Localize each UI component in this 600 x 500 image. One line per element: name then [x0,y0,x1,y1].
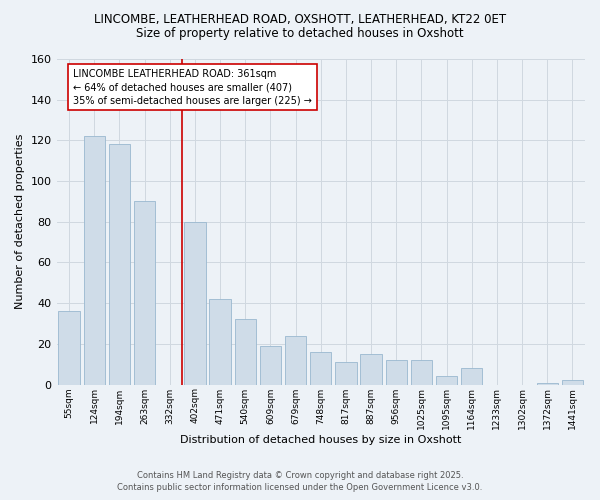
Bar [109,144,130,384]
Text: LINCOMBE, LEATHERHEAD ROAD, OXSHOTT, LEATHERHEAD, KT22 0ET: LINCOMBE, LEATHERHEAD ROAD, OXSHOTT, LEA… [94,12,506,26]
Bar [235,320,256,384]
Bar [411,360,432,384]
Bar [285,336,307,384]
Bar [184,222,206,384]
Bar [209,299,231,384]
Bar [83,136,105,384]
Bar [386,360,407,384]
Bar [310,352,331,384]
Bar [260,346,281,385]
Bar [562,380,583,384]
X-axis label: Distribution of detached houses by size in Oxshott: Distribution of detached houses by size … [180,435,461,445]
Text: Size of property relative to detached houses in Oxshott: Size of property relative to detached ho… [136,28,464,40]
Bar [134,202,155,384]
Bar [58,312,80,384]
Bar [335,362,356,384]
Bar [536,382,558,384]
Bar [461,368,482,384]
Bar [361,354,382,384]
Text: Contains HM Land Registry data © Crown copyright and database right 2025.
Contai: Contains HM Land Registry data © Crown c… [118,471,482,492]
Text: LINCOMBE LEATHERHEAD ROAD: 361sqm
← 64% of detached houses are smaller (407)
35%: LINCOMBE LEATHERHEAD ROAD: 361sqm ← 64% … [73,69,312,106]
Y-axis label: Number of detached properties: Number of detached properties [15,134,25,310]
Bar [436,376,457,384]
